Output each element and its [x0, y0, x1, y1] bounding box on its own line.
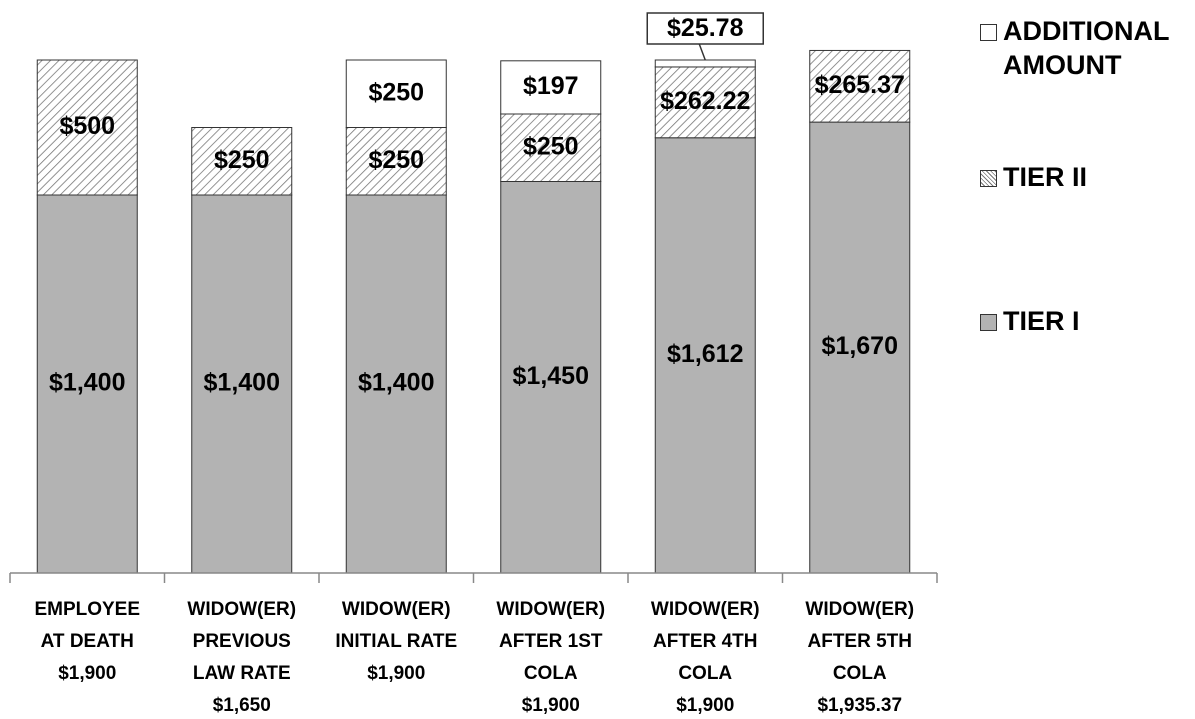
- bar-segment: [500, 60, 602, 115]
- x-tick-label: WIDOW(ER): [342, 599, 451, 620]
- bar-segment: [36, 194, 138, 574]
- value-label: $250: [368, 146, 424, 174]
- value-label: $197: [523, 72, 579, 100]
- value-label: $250: [214, 146, 270, 174]
- x-tick-label: $1,900: [676, 695, 734, 716]
- legend-label: ADDITIONAL AMOUNT: [1003, 16, 1169, 80]
- callout-leader: [698, 43, 706, 61]
- x-tick-label: $1,900: [367, 663, 425, 684]
- legend-label: TIER II: [1003, 162, 1088, 192]
- value-label: $500: [59, 112, 115, 140]
- x-tick-label: $1,650: [213, 695, 271, 716]
- bar-segment: [36, 59, 138, 196]
- value-label: $1,450: [513, 362, 589, 390]
- callout-box: [646, 12, 764, 45]
- x-tick-label: PREVIOUS: [193, 631, 291, 652]
- bar-segment: [654, 59, 756, 68]
- bar-segment: [345, 59, 447, 128]
- bar-segment: [809, 49, 911, 123]
- legend-swatch: [980, 314, 997, 331]
- x-tick-label: LAW RATE: [193, 663, 291, 684]
- value-label: $1,400: [49, 369, 125, 397]
- legend-item: TIER II: [980, 160, 1185, 194]
- bar-segment: [654, 137, 756, 574]
- x-tick-label: AT DEATH: [41, 631, 134, 652]
- legend-swatch: [980, 170, 997, 187]
- x-tick-label: AFTER 4TH: [653, 631, 758, 652]
- x-tick-label: WIDOW(ER): [496, 599, 605, 620]
- value-label: $1,612: [667, 340, 743, 368]
- x-tick-label: WIDOW(ER): [805, 599, 914, 620]
- legend-label: TIER I: [1003, 306, 1080, 336]
- bar-segment: [345, 194, 447, 574]
- legend-item: ADDITIONAL AMOUNT: [980, 14, 1185, 82]
- value-label: $262.22: [660, 87, 750, 115]
- bar-segment: [500, 181, 602, 574]
- bar-segment: [500, 113, 602, 182]
- x-tick-label: EMPLOYEE: [34, 599, 140, 620]
- x-tick-label: $1,900: [58, 663, 116, 684]
- x-tick-label: COLA: [524, 663, 578, 684]
- x-tick-label: AFTER 1ST: [499, 631, 603, 652]
- x-tick-label: COLA: [833, 663, 887, 684]
- x-tick-label: WIDOW(ER): [651, 599, 760, 620]
- value-label: $250: [368, 78, 424, 106]
- x-tick-label: $1,935.37: [817, 695, 902, 716]
- chart: $1,400 $500 EMPLOYEE AT DEATH $1,900 $1,400 $2…: [9, 12, 938, 716]
- value-label: $265.37: [815, 71, 905, 99]
- x-tick-label: INITIAL RATE: [335, 631, 457, 652]
- value-label: $25.78: [667, 14, 744, 42]
- value-label: $1,400: [204, 369, 280, 397]
- value-label: $250: [523, 132, 579, 160]
- x-tick-label: $1,900: [522, 695, 580, 716]
- x-tick-label: COLA: [678, 663, 732, 684]
- x-tick-label: WIDOW(ER): [187, 599, 296, 620]
- bar-segment: [191, 127, 293, 196]
- value-label: $1,400: [358, 369, 434, 397]
- bar-segment: [345, 127, 447, 196]
- legend-swatch: [980, 24, 997, 41]
- value-label: $1,670: [822, 332, 898, 360]
- bar-segment: [654, 66, 756, 139]
- x-tick-label: AFTER 5TH: [808, 631, 913, 652]
- legend-item: TIER I: [980, 304, 1185, 338]
